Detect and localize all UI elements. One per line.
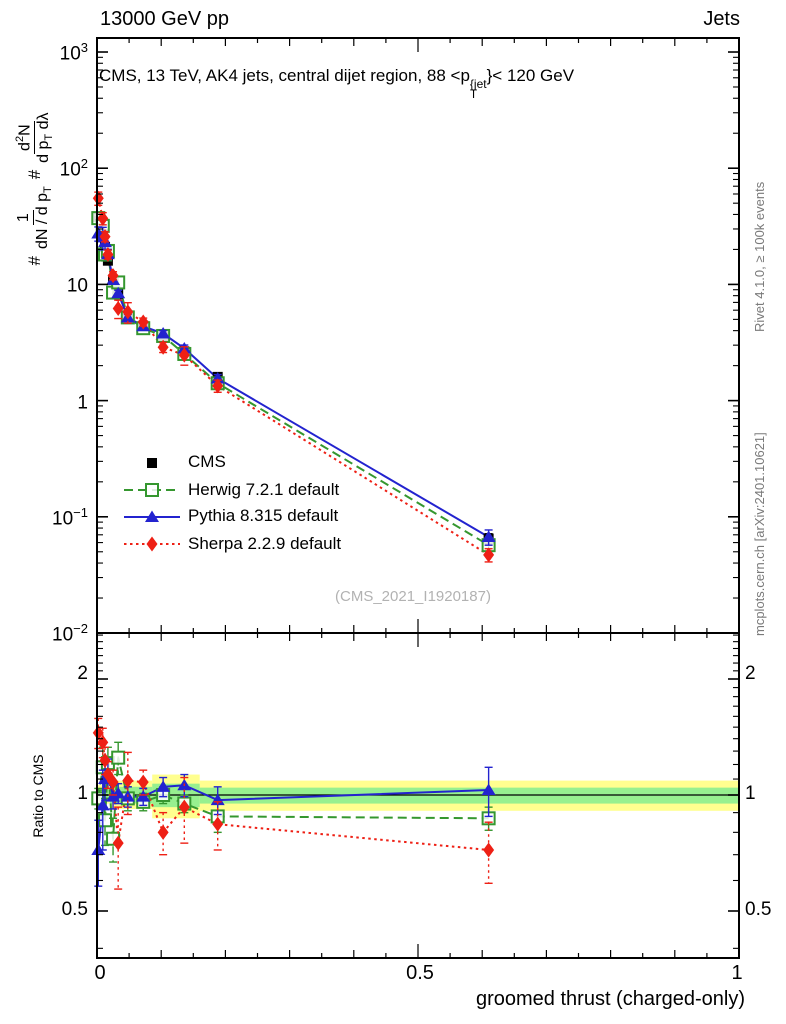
legend-label-herwig: Herwig 7.2.1 default <box>188 480 340 499</box>
analysis-id-watermark: (CMS_2021_I1920187) <box>335 588 491 605</box>
plot-title-suffix: }< 120 GeV <box>486 66 575 85</box>
analysis-group-label: Jets <box>703 8 740 30</box>
x-tick-label-05: 0.5 <box>406 962 434 984</box>
ratio-tick-left-1: 1 <box>77 783 88 804</box>
x-tick-label-1: 1 <box>731 962 743 984</box>
legend-label-pythia: Pythia 8.315 default <box>188 506 339 525</box>
y-tick-label-1e2: 102 <box>59 156 88 181</box>
legend-markers <box>124 458 180 552</box>
rivet-version-note: Rivet 4.1.0, ≥ 100k events <box>752 181 767 332</box>
pt-jet-supsub: {jet T <box>469 77 487 101</box>
y-tick-label-1e-2: 10−2 <box>52 621 88 646</box>
plot-title-sup: {jet <box>469 77 487 91</box>
fraction-1-denominator: dN / d pT <box>34 186 55 250</box>
fraction-2-numerator: d2N <box>13 121 36 154</box>
ratio-tick-right-1: 1 <box>745 783 756 804</box>
y-tick-label-1e3: 103 <box>59 40 88 65</box>
y-tick-label-10: 10 <box>66 275 88 297</box>
y-tick-label-1: 1 <box>77 392 88 414</box>
legend-label-cms: CMS <box>188 452 226 471</box>
legend-label-sherpa: Sherpa 2.2.9 default <box>188 534 342 553</box>
ratio-tick-right-2: 2 <box>745 663 756 684</box>
ratio-tick-right-05: 0.5 <box>745 899 772 920</box>
plot-title: CMS, 13 TeV, AK4 jets, central dijet reg… <box>99 66 575 101</box>
hash-glyph: # <box>25 256 44 266</box>
ratio-tick-left-05: 0.5 <box>61 899 88 920</box>
main-series <box>91 190 496 563</box>
ratio-tick-left-2: 2 <box>77 663 88 684</box>
fraction-1: 1 dN / d pT <box>14 186 55 250</box>
x-axis-label: groomed thrust (charged-only) <box>475 988 745 1010</box>
plot-title-prefix: CMS, 13 TeV, AK4 jets, central dijet reg… <box>99 66 470 85</box>
ratio-series <box>91 717 496 890</box>
x-tick-label-0: 0 <box>94 962 106 984</box>
fraction-1-numerator: 1 <box>14 210 35 226</box>
y-tick-label-1e-1: 10−1 <box>52 505 88 530</box>
axes-and-ticks <box>96 37 740 959</box>
plot-title-sub: T <box>469 87 478 101</box>
beam-energy-label: 13000 GeV pp <box>100 8 229 30</box>
ratio-panel-border <box>96 632 740 959</box>
